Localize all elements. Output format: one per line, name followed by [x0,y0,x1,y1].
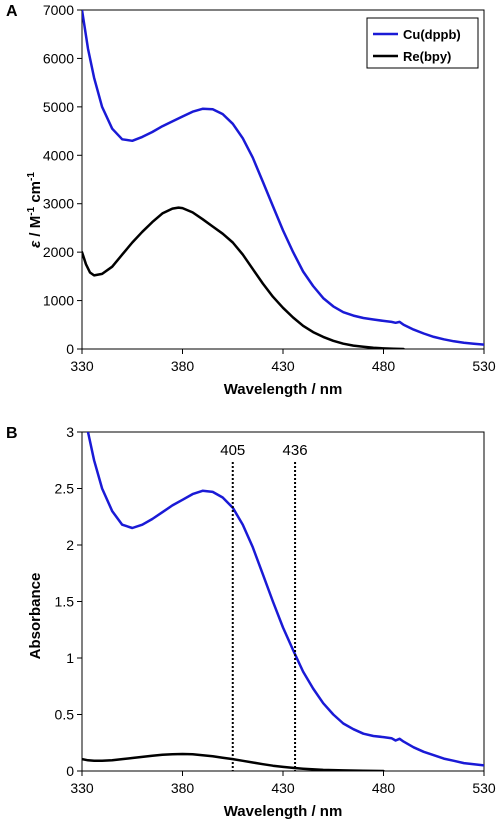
panel-a-y-axis-sup-a: -1 [26,206,37,215]
panel-b-y-axis-title: Absorbance [27,573,44,660]
panel-b-reference-label-405: 405 [220,442,245,459]
panel-a-x-tick-label: 380 [171,358,195,374]
panel-a-legend-box [366,17,479,69]
panel-b-axes-frame [81,431,485,772]
panel-b-reference-label-436: 436 [283,442,308,459]
panel-a-x-tick-label: 480 [372,358,396,374]
panel-b-x-tick-label: 430 [271,780,295,796]
panel-a-y-tick-label: 4000 [43,147,74,163]
panel-a-y-tick-label: 3000 [43,196,74,212]
panel-a: A 330 380 430 480 530 0 1000 2000 3000 4000 5000 60… [6,2,496,398]
panel-b-y-tick-label: 1.5 [55,594,75,610]
panel-b-y-tick-label: 2 [66,537,74,553]
panel-a-plot-area: 330 380 430 480 530 0 1000 2000 3000 4000 5000 6000… [43,2,496,374]
legend-label-re-bpy: Re(bpy) [403,49,451,64]
panel-b-y-tick-label: 0 [66,763,74,779]
panel-b-x-tick-label: 480 [372,780,396,796]
panel-a-x-axis-title: Wavelength / nm [224,381,343,398]
panel-a-y-tick-label: 0 [66,341,74,357]
panel-b-plot-area: 330 380 430 480 530 0 0.5 1 1.5 2 2.5 3 405 436 [55,424,496,796]
panel-b-y-tick-label: 3 [66,424,74,440]
panel-b-y-tick-label: 2.5 [55,481,75,497]
panel-b-series-line-1 [82,752,385,771]
panel-a-x-tick-label: 430 [271,358,295,374]
panel-a-y-tick-label: 5000 [43,99,74,115]
panel-b-series-line-0 [86,432,484,767]
panel-b: B 330 380 430 480 530 0 0.5 1 1.5 2 2.5 3 405 436 Wav… [6,424,496,820]
panel-a-y-axis-sup-b: -1 [26,172,37,181]
panel-b-label: B [6,425,18,442]
panel-b-y-tick-label: 1 [66,650,74,666]
panel-a-y-axis-title: ε / M-1 cm-1 [26,172,44,248]
panel-a-label: A [6,3,18,20]
panel-b-x-axis-title: Wavelength / nm [224,803,343,820]
panel-a-y-tick-label: 7000 [43,2,74,18]
panel-a-y-tick-label: 6000 [43,50,74,66]
panel-b-x-tick-label: 530 [472,780,496,796]
panel-a-legend: Cu(dppb) Re(bpy) [366,17,479,69]
panel-a-x-tick-label: 330 [70,358,94,374]
panel-a-y-axis-symbol: ε [27,240,44,248]
panel-a-y-tick-label: 2000 [43,244,74,260]
legend-label-cu-dppb: Cu(dppb) [403,27,461,42]
panel-b-x-tick-label: 330 [70,780,94,796]
panel-a-series-line-1 [82,206,405,349]
panel-a-y-axis-unit-b: cm [27,181,44,207]
panel-a-y-axis-unit-a: / M [27,216,44,241]
panel-a-x-tick-label: 530 [472,358,496,374]
panel-b-x-tick-label: 380 [171,780,195,796]
panel-b-y-tick-label: 0.5 [55,707,75,723]
panel-a-series-line-0 [82,10,484,346]
panel-a-y-tick-label: 1000 [43,293,74,309]
